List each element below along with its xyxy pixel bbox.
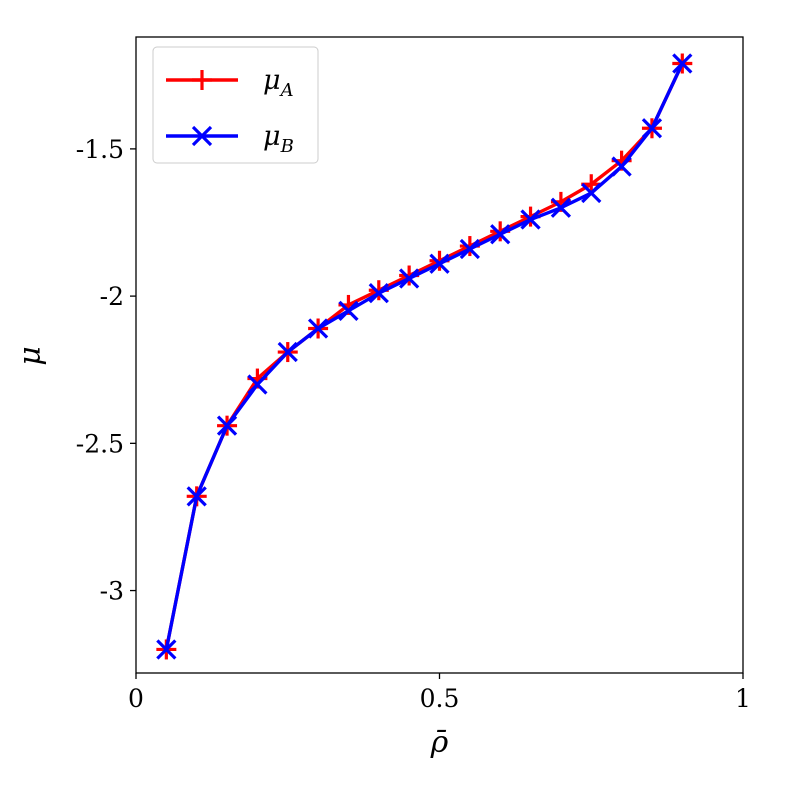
data-point <box>399 268 420 289</box>
data-point <box>156 639 177 660</box>
data-point <box>307 318 329 339</box>
data-point <box>520 209 541 230</box>
legend-label-subscript: B <box>280 136 294 157</box>
axis-ticks: 0 0.5 1 -1.5 -2 -2.5 -3 <box>76 135 751 713</box>
data-point <box>641 118 663 139</box>
data-point <box>368 283 389 304</box>
x-tick-label: 1 <box>735 684 751 713</box>
data-point <box>672 53 693 74</box>
legend-marker <box>192 70 212 90</box>
legend-box <box>152 46 319 164</box>
y-axis-label: μ <box>13 346 48 366</box>
data-point <box>247 374 268 395</box>
legend-label-subscript: A <box>279 80 294 101</box>
legend-marker <box>191 125 213 147</box>
data-point <box>338 300 359 321</box>
y-tick-label: -2 <box>100 282 124 311</box>
legend-label: μA <box>263 65 294 101</box>
x-axis-label: ρ̄ <box>430 725 449 760</box>
data-point <box>550 197 572 218</box>
x-tick-label: 0 <box>128 684 144 713</box>
series-layer <box>156 53 693 660</box>
legend-item: μA <box>166 65 294 101</box>
data-point <box>459 238 480 260</box>
y-tick-label: -3 <box>100 577 124 606</box>
data-point <box>581 182 602 204</box>
legend-item: μB <box>166 121 294 157</box>
series-line <box>164 62 684 650</box>
data-point <box>429 253 450 274</box>
data-point <box>216 415 238 436</box>
y-tick-label: -2.5 <box>76 429 124 458</box>
legend-label: μB <box>263 121 294 157</box>
legend-label-base: μ <box>263 121 281 152</box>
y-tick-label: -1.5 <box>76 135 124 164</box>
legend-label-base: μ <box>263 65 281 96</box>
data-point <box>490 224 511 245</box>
data-point <box>611 156 632 177</box>
data-point <box>277 341 298 363</box>
series-x <box>156 53 693 660</box>
data-point <box>186 486 207 507</box>
x-tick-label: 0.5 <box>420 684 460 713</box>
